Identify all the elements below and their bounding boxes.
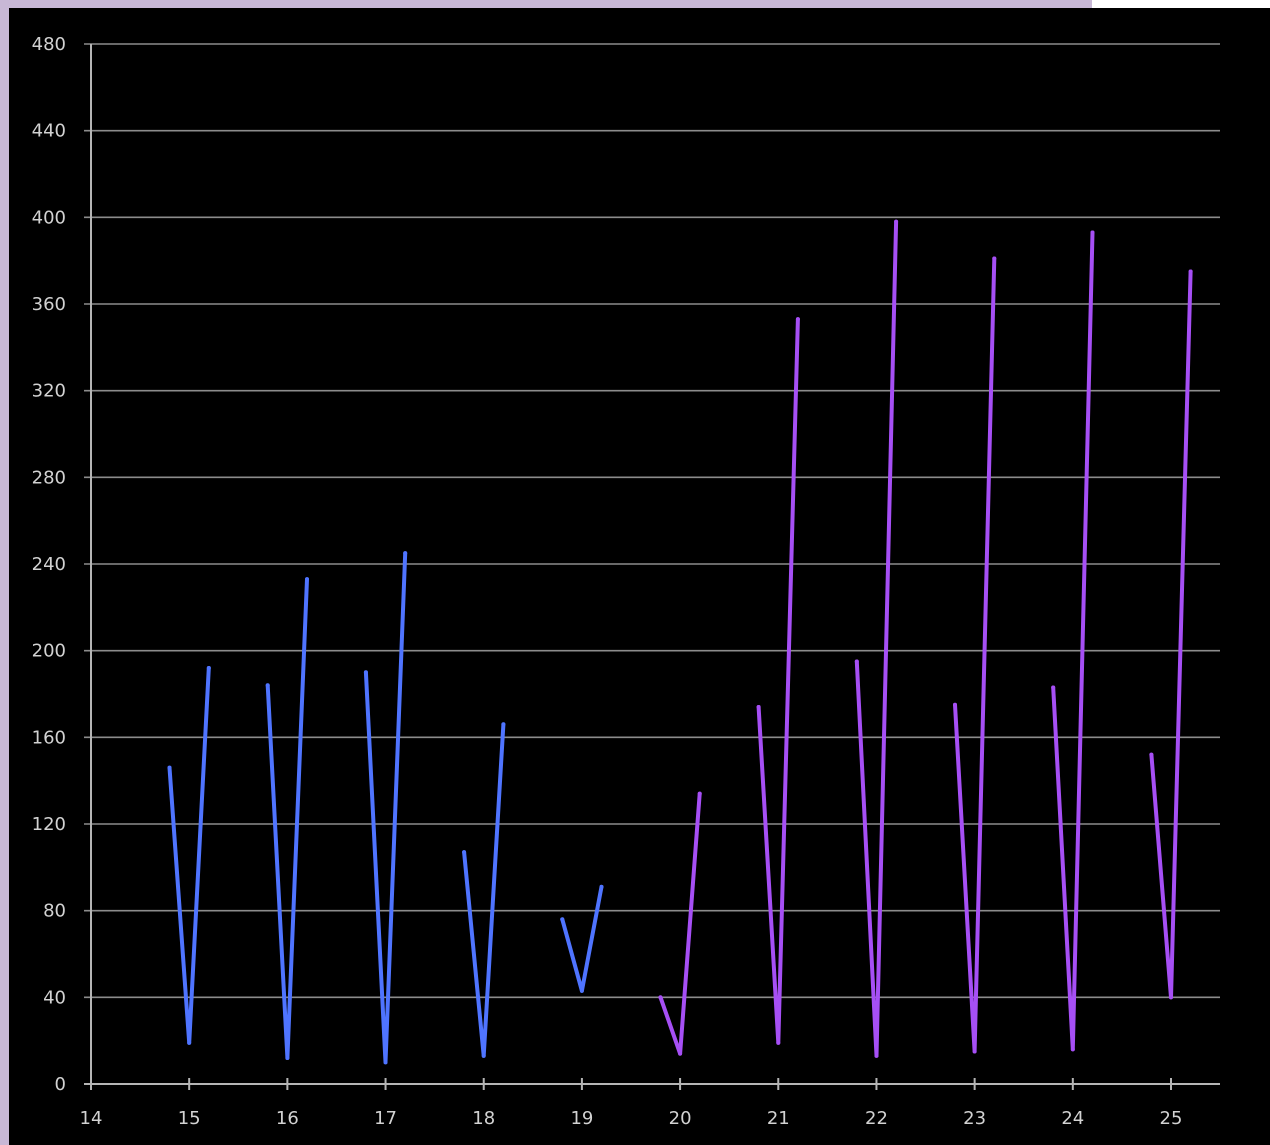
data-point-11-2 [1169, 995, 1173, 1000]
series-line-11 [1149, 269, 1193, 1000]
y-tick-label-480: 480 [32, 34, 66, 55]
data-point-9-1 [953, 702, 957, 707]
series-line-6 [658, 791, 702, 1056]
data-point-3-1 [363, 670, 368, 675]
data-series [167, 219, 1193, 1065]
x-tick-label-19: 19 [570, 1108, 593, 1129]
series-line-9 [953, 256, 997, 1054]
data-point-8-1 [854, 659, 859, 664]
data-point-4-2 [481, 1053, 486, 1058]
data-point-7-3 [795, 317, 800, 322]
x-tick-label-18: 18 [472, 1108, 495, 1129]
data-point-9-3 [992, 256, 997, 261]
data-point-5-3 [599, 884, 604, 889]
y-tick-label-280: 280 [32, 467, 66, 488]
x-tick-label-15: 15 [178, 1108, 201, 1129]
data-point-3-3 [403, 551, 408, 556]
series-line-5 [560, 884, 604, 993]
series-line-10 [1051, 230, 1095, 1052]
x-tick-label-24: 24 [1061, 1108, 1084, 1129]
y-tick-label-360: 360 [32, 294, 66, 315]
data-point-2-3 [305, 577, 309, 582]
data-point-4-3 [501, 722, 506, 727]
y-tick-label-120: 120 [32, 814, 66, 835]
data-point-6-1 [658, 995, 663, 1000]
data-point-6-3 [697, 791, 702, 796]
data-point-10-1 [1051, 685, 1056, 690]
data-point-8-2 [874, 1053, 879, 1058]
y-tick-label-400: 400 [32, 207, 66, 228]
data-point-2-1 [265, 683, 270, 688]
data-point-9-2 [972, 1049, 977, 1054]
y-tick-label-40: 40 [43, 987, 66, 1008]
series-line-3 [363, 551, 408, 1065]
series-line-1 [167, 666, 211, 1045]
data-point-3-2 [383, 1060, 388, 1065]
data-point-10-3 [1090, 230, 1095, 235]
x-tick-label-25: 25 [1160, 1108, 1183, 1129]
data-point-5-1 [560, 917, 565, 922]
series-line-8 [854, 219, 899, 1058]
grid-lines [84, 43, 1220, 999]
data-point-8-3 [894, 219, 899, 224]
data-point-10-2 [1070, 1047, 1075, 1052]
x-tick-label-23: 23 [963, 1108, 986, 1129]
y-tick-label-200: 200 [32, 641, 66, 662]
data-point-11-1 [1149, 752, 1154, 757]
series-line-7 [756, 317, 800, 1045]
x-axis-tick-labels: 14 15 16 17 18 19 20 21 22 23 24 25 [80, 1108, 1183, 1129]
y-tick-label-160: 160 [32, 727, 66, 748]
data-point-1-1 [167, 765, 172, 770]
data-point-4-1 [462, 850, 467, 855]
x-tick-label-20: 20 [669, 1108, 692, 1129]
data-point-7-1 [756, 705, 761, 709]
data-point-1-2 [187, 1040, 192, 1045]
data-point-5-2 [579, 988, 584, 993]
series-line-4 [462, 722, 506, 1058]
y-axis-tick-labels: 0 40 80 120 160 200 240 280 320 360 400 440 480 [32, 34, 66, 1095]
y-tick-label-440: 440 [32, 121, 66, 142]
data-point-2-2 [285, 1056, 290, 1060]
data-point-1-3 [206, 666, 211, 670]
data-point-7-2 [776, 1040, 781, 1045]
x-tick-label-22: 22 [865, 1108, 888, 1129]
plot-background [9, 8, 1270, 1145]
x-tick-label-21: 21 [767, 1108, 790, 1129]
data-point-6-2 [678, 1051, 683, 1056]
data-point-11-3 [1188, 269, 1193, 274]
axes [84, 44, 1220, 1090]
y-tick-label-80: 80 [43, 901, 66, 922]
y-tick-label-0: 0 [55, 1074, 66, 1095]
y-tick-label-320: 320 [32, 381, 66, 402]
x-tick-label-17: 17 [374, 1108, 397, 1129]
y-tick-label-240: 240 [32, 554, 66, 575]
x-tick-label-16: 16 [276, 1108, 299, 1129]
x-tick-label-14: 14 [80, 1108, 103, 1129]
